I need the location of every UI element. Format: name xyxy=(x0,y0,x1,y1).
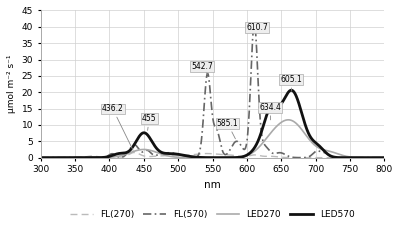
Text: 542.7: 542.7 xyxy=(191,62,213,74)
Legend: FL(270), FL(570), LED270, LED570: FL(270), FL(570), LED270, LED570 xyxy=(67,206,358,222)
Text: 605.1: 605.1 xyxy=(280,75,302,91)
Text: 455: 455 xyxy=(142,114,156,130)
Text: 436.2: 436.2 xyxy=(102,105,133,150)
Y-axis label: μmol m⁻² s⁻¹: μmol m⁻² s⁻¹ xyxy=(7,55,16,113)
Text: 610.7: 610.7 xyxy=(246,23,268,32)
X-axis label: nm: nm xyxy=(204,180,221,190)
Text: 634.4: 634.4 xyxy=(259,103,281,120)
Text: 585.1: 585.1 xyxy=(217,119,238,139)
